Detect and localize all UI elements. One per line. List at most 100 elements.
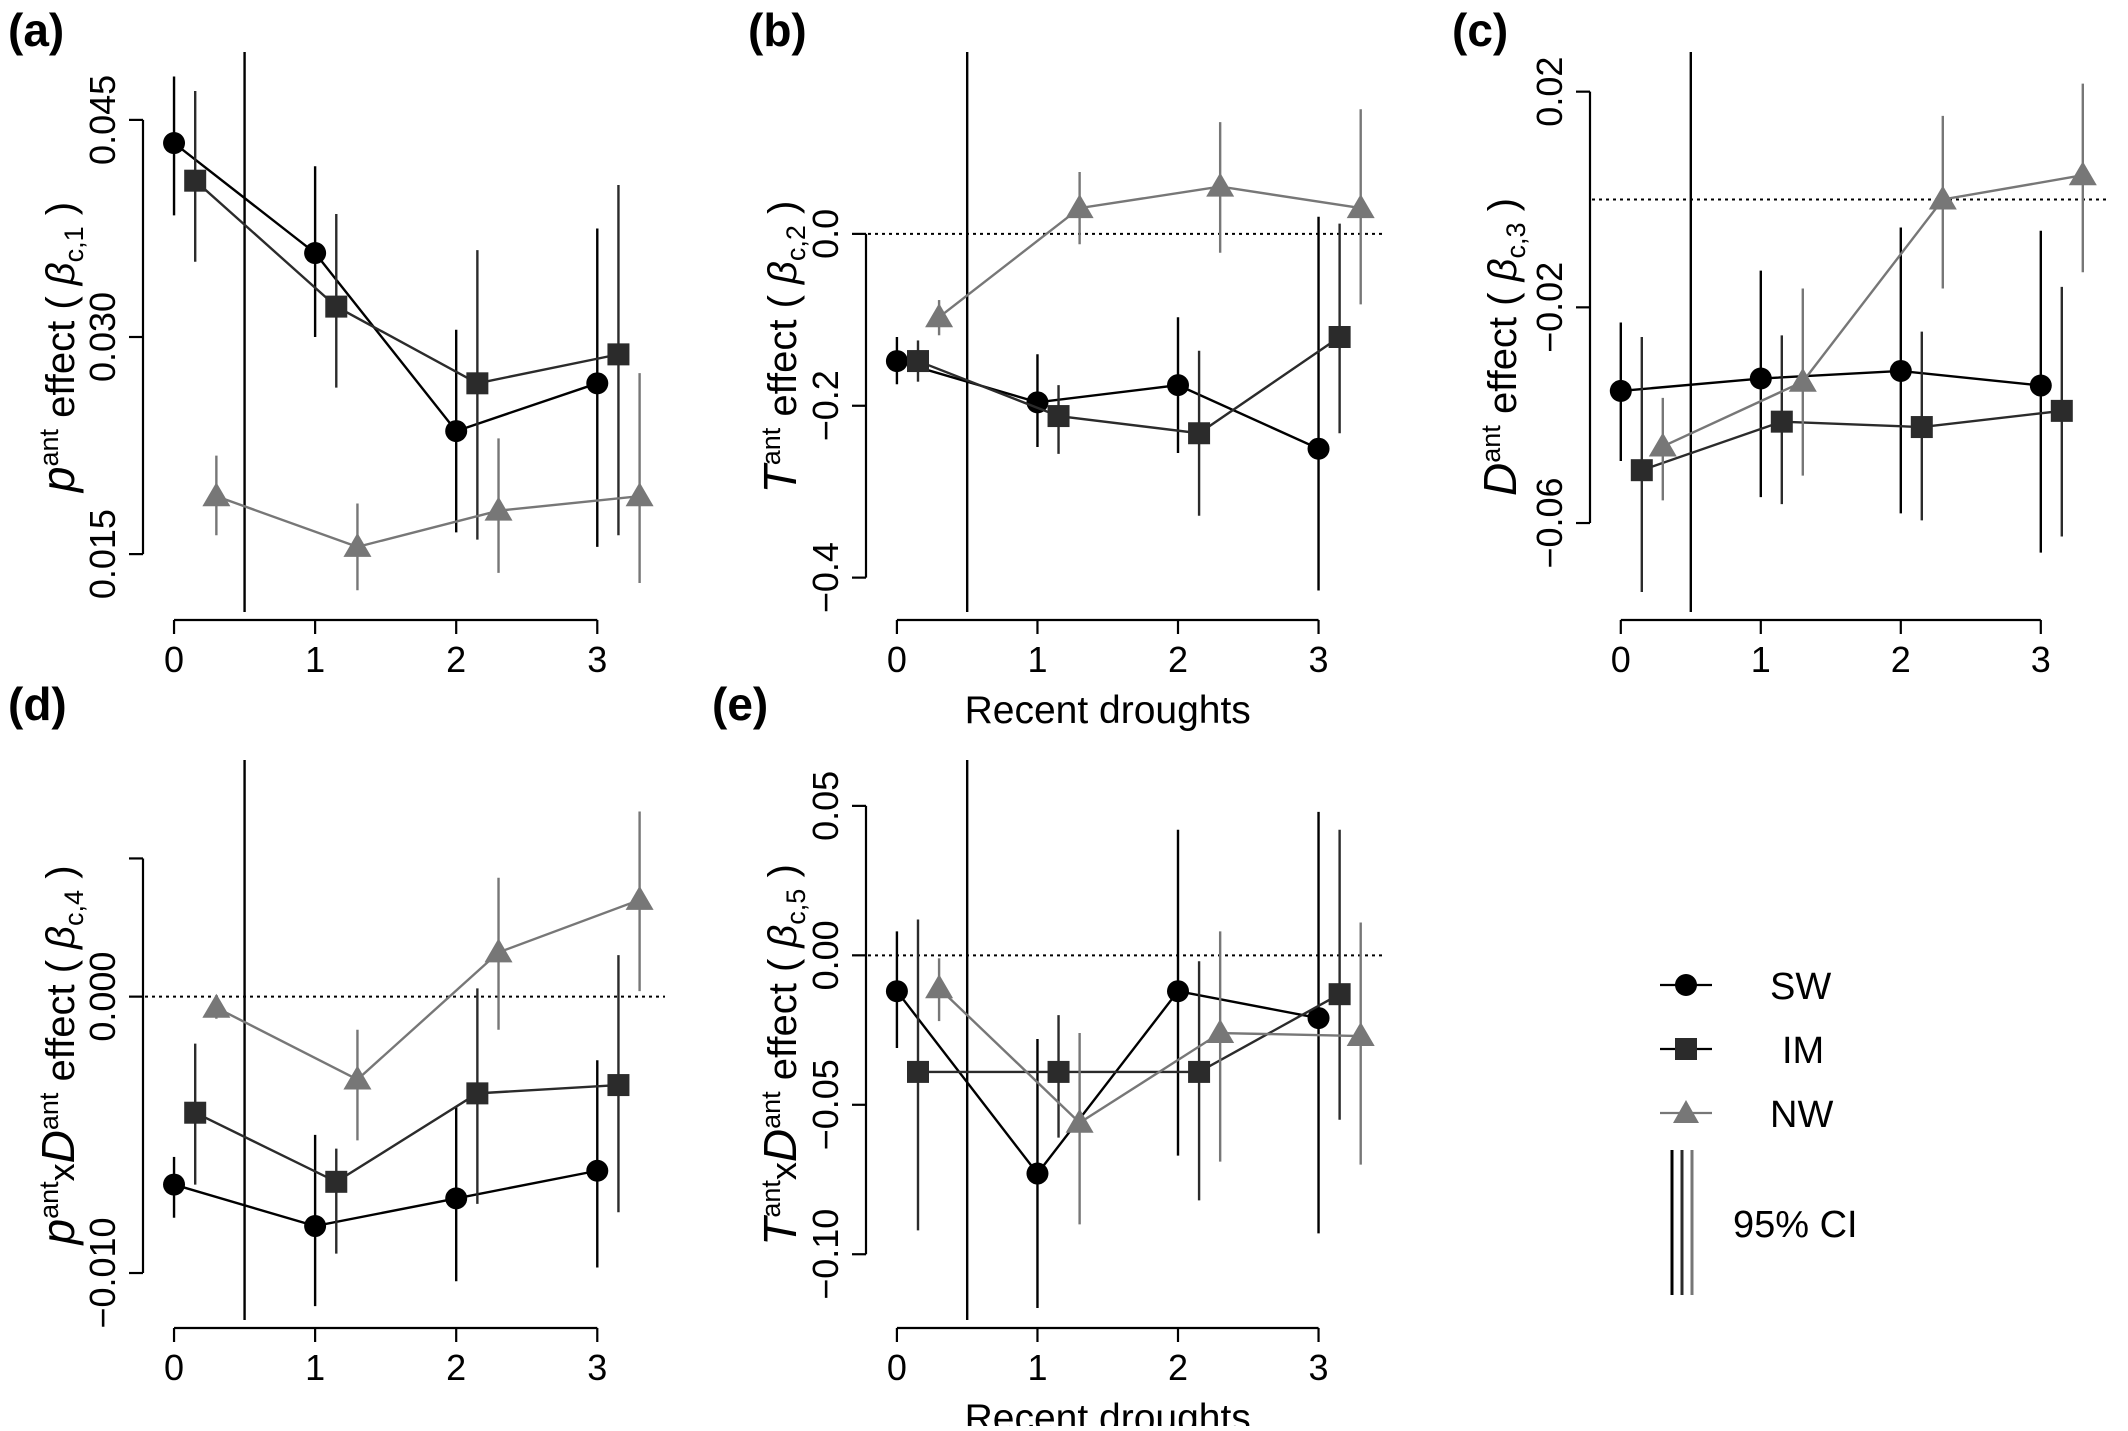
x-axis-title: Recent droughts bbox=[965, 689, 1251, 732]
data-point bbox=[202, 993, 231, 1018]
y-axis-title: Tant effect ( βc,2 ) bbox=[754, 201, 811, 494]
y-tick-label: −0.010 bbox=[82, 1217, 123, 1328]
x-tick-label: 0 bbox=[887, 1347, 907, 1388]
data-point bbox=[625, 482, 654, 507]
panels-layer: (a) 0.015 0.030 0.045 0 1 2 3 pant effect ( βc,1… bbox=[8, 4, 2108, 1431]
data-point bbox=[1770, 410, 1793, 433]
panel-label: (b) bbox=[748, 4, 807, 56]
series-line bbox=[938, 987, 1361, 1125]
data-point bbox=[1889, 359, 1912, 382]
y-tick-label: 0.05 bbox=[805, 771, 846, 841]
data-point bbox=[1167, 374, 1189, 397]
y-tick-label: 0.045 bbox=[82, 75, 123, 165]
data-point bbox=[1346, 1022, 1375, 1047]
data-point bbox=[163, 1173, 186, 1196]
data-point bbox=[907, 1060, 929, 1083]
y-axis-title: pant effect ( βc,1 ) bbox=[32, 202, 89, 494]
data-point bbox=[1065, 194, 1094, 219]
data-point bbox=[304, 242, 327, 265]
x-tick-label: 0 bbox=[1611, 639, 1631, 680]
x-tick-label: 1 bbox=[1751, 639, 1771, 680]
series-nw bbox=[1648, 83, 2097, 501]
legend-nw-marker bbox=[1673, 1100, 1699, 1123]
series-sw bbox=[1609, 227, 2052, 553]
data-point bbox=[607, 1074, 630, 1097]
series-line bbox=[173, 142, 598, 433]
series-line bbox=[194, 179, 619, 385]
data-point bbox=[1188, 1060, 1211, 1083]
data-point bbox=[1188, 422, 1211, 445]
x-tick-label: 0 bbox=[887, 639, 907, 680]
x-tick-label: 3 bbox=[2031, 639, 2051, 680]
data-point bbox=[325, 1170, 348, 1193]
data-point bbox=[1609, 379, 1632, 402]
panel-d: (d) −0.010 0.000 0 1 2 3 pantxDant effect ( βc,… bbox=[8, 678, 665, 1388]
data-point bbox=[325, 295, 348, 318]
panel-c: (c) −0.06 −0.02 0.02 0 1 2 3 Dant effect ( βc,3 … bbox=[1452, 4, 2108, 680]
x-tick-label: 3 bbox=[587, 1347, 607, 1388]
series-line bbox=[938, 185, 1361, 319]
data-point bbox=[1206, 172, 1235, 197]
series-line bbox=[173, 1169, 598, 1228]
series-line bbox=[895, 989, 1319, 1176]
y-tick-label: 0.02 bbox=[1529, 57, 1570, 127]
x-tick-label: 1 bbox=[305, 1347, 325, 1388]
series-im bbox=[907, 829, 1351, 1231]
data-point bbox=[1206, 1019, 1235, 1044]
data-point bbox=[1346, 194, 1375, 219]
y-axis-title: Dant effect ( βc,3 ) bbox=[1474, 198, 1531, 496]
x-axis-title: Recent droughts bbox=[965, 1397, 1251, 1426]
series-line bbox=[1620, 369, 2041, 393]
panel-b: (b) −0.4 −0.2 0.0 0 1 2 3 Recent droughts Tant ef… bbox=[748, 4, 1386, 732]
data-point bbox=[586, 372, 609, 395]
series-line bbox=[215, 898, 641, 1081]
data-point bbox=[1307, 437, 1330, 460]
data-point bbox=[1026, 1162, 1049, 1185]
data-point bbox=[343, 532, 372, 557]
x-tick-label: 3 bbox=[1309, 1347, 1329, 1388]
legend-im-label: IM bbox=[1782, 1030, 1824, 1072]
data-point bbox=[1167, 980, 1189, 1003]
series-nw bbox=[202, 373, 654, 591]
series-line bbox=[1641, 409, 2062, 472]
series-line bbox=[194, 1083, 619, 1184]
y-tick-label: 0.015 bbox=[82, 509, 123, 599]
series-im bbox=[184, 90, 630, 540]
legend-im-marker bbox=[1675, 1038, 1697, 1060]
y-tick-label: 0.00 bbox=[805, 920, 846, 990]
series-sw bbox=[163, 76, 609, 547]
data-point bbox=[1928, 185, 1957, 210]
y-tick-label: 0.030 bbox=[82, 292, 123, 382]
data-point bbox=[466, 372, 489, 395]
x-tick-label: 3 bbox=[1309, 639, 1329, 680]
data-point bbox=[1047, 1060, 1070, 1083]
data-point bbox=[1307, 1007, 1330, 1030]
data-point bbox=[885, 350, 908, 373]
data-point bbox=[885, 980, 908, 1003]
data-point bbox=[1065, 1108, 1094, 1133]
x-tick-label: 3 bbox=[587, 639, 607, 680]
data-point bbox=[1630, 459, 1653, 482]
panel-label: (c) bbox=[1452, 4, 1508, 56]
panel-label: (d) bbox=[8, 678, 67, 730]
data-point bbox=[2029, 374, 2052, 397]
data-point bbox=[1328, 326, 1351, 348]
data-point bbox=[484, 496, 513, 521]
x-tick-label: 2 bbox=[1168, 1347, 1188, 1388]
panel-label: (a) bbox=[8, 4, 64, 56]
legend: SW IM NW 95% CI bbox=[1660, 966, 1858, 1295]
data-point bbox=[184, 1101, 207, 1124]
series-im bbox=[184, 955, 630, 1254]
x-tick-label: 0 bbox=[164, 639, 184, 680]
data-point bbox=[466, 1082, 489, 1105]
legend-nw-label: NW bbox=[1770, 1094, 1833, 1136]
data-point bbox=[163, 132, 186, 155]
data-point bbox=[625, 885, 654, 910]
x-tick-label: 1 bbox=[1027, 1347, 1047, 1388]
series-sw bbox=[885, 216, 1330, 591]
series-im bbox=[1630, 286, 2073, 593]
data-point bbox=[1328, 983, 1351, 1006]
data-point bbox=[1648, 432, 1677, 457]
y-axis-title: pantxDant effect ( βc,4 ) bbox=[32, 865, 89, 1246]
